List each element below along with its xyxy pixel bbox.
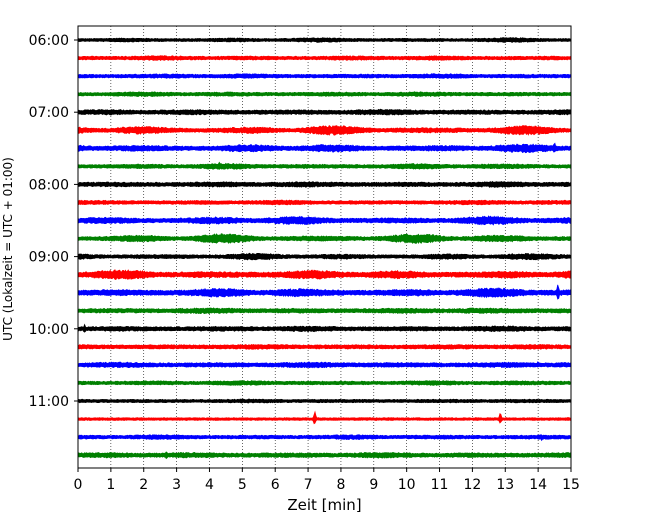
x-tick-label: 3 <box>172 477 181 493</box>
trace-0815 <box>77 199 572 206</box>
trace-1100 <box>77 398 572 404</box>
trace-1015 <box>77 343 572 350</box>
trace-0615 <box>77 55 572 61</box>
trace-1000 <box>77 323 572 333</box>
x-tick-label: 4 <box>205 477 214 493</box>
x-tick-label: 12 <box>463 477 481 493</box>
x-tick-label: 11 <box>431 477 449 493</box>
x-tick-label: 7 <box>304 477 313 493</box>
x-tick-label: 10 <box>398 477 416 493</box>
x-tick-label: 6 <box>271 477 280 493</box>
y-axis-label: UTC (Lokalzeit = UTC + 01:00) <box>1 157 15 341</box>
trace-0930 <box>77 284 572 300</box>
trace-0630 <box>77 73 572 79</box>
trace-0830 <box>77 215 572 226</box>
x-tick-label: 13 <box>496 477 514 493</box>
x-tick-label: 15 <box>562 477 580 493</box>
x-tick-label: 5 <box>238 477 247 493</box>
trace-1045 <box>77 379 572 386</box>
x-tick-label: 8 <box>336 477 345 493</box>
trace-0845 <box>77 233 572 245</box>
trace-1130 <box>77 434 572 442</box>
trace-0745 <box>77 161 572 170</box>
y-axis-ticks: 06:00 07:00 08:00 09:00 10:00 11:00 <box>29 33 78 410</box>
trace-0645 <box>77 91 572 98</box>
x-axis-ticks: 0 1 2 3 4 5 6 7 8 9 10 11 12 13 14 15 <box>74 468 580 493</box>
y-tick-label: 11:00 <box>29 394 69 410</box>
plot-frame <box>77 25 572 469</box>
seismogram-traces <box>77 37 572 460</box>
y-tick-label: 07:00 <box>29 105 69 121</box>
x-axis-label: Zeit [min] <box>287 496 361 514</box>
y-tick-label: 06:00 <box>29 33 69 49</box>
trace-0600 <box>77 37 572 43</box>
x-tick-label: 9 <box>369 477 378 493</box>
trace-0700 <box>77 108 572 116</box>
x-tick-label: 2 <box>139 477 148 493</box>
y-tick-label: 08:00 <box>29 177 69 193</box>
trace-0900 <box>77 252 572 261</box>
x-tick-label: 1 <box>106 477 115 493</box>
trace-0730 <box>77 142 572 154</box>
y-tick-label: 09:00 <box>29 250 69 266</box>
y-tick-label: 10:00 <box>29 322 69 338</box>
trace-1145 <box>77 451 572 460</box>
trace-0945 <box>77 307 572 315</box>
trace-0800 <box>77 180 572 188</box>
trace-1030 <box>77 361 572 369</box>
trace-0915 <box>77 269 572 280</box>
x-tick-label: 0 <box>74 477 83 493</box>
trace-1115 <box>77 410 572 425</box>
x-tick-label: 14 <box>529 477 547 493</box>
trace-0715 <box>77 124 572 136</box>
